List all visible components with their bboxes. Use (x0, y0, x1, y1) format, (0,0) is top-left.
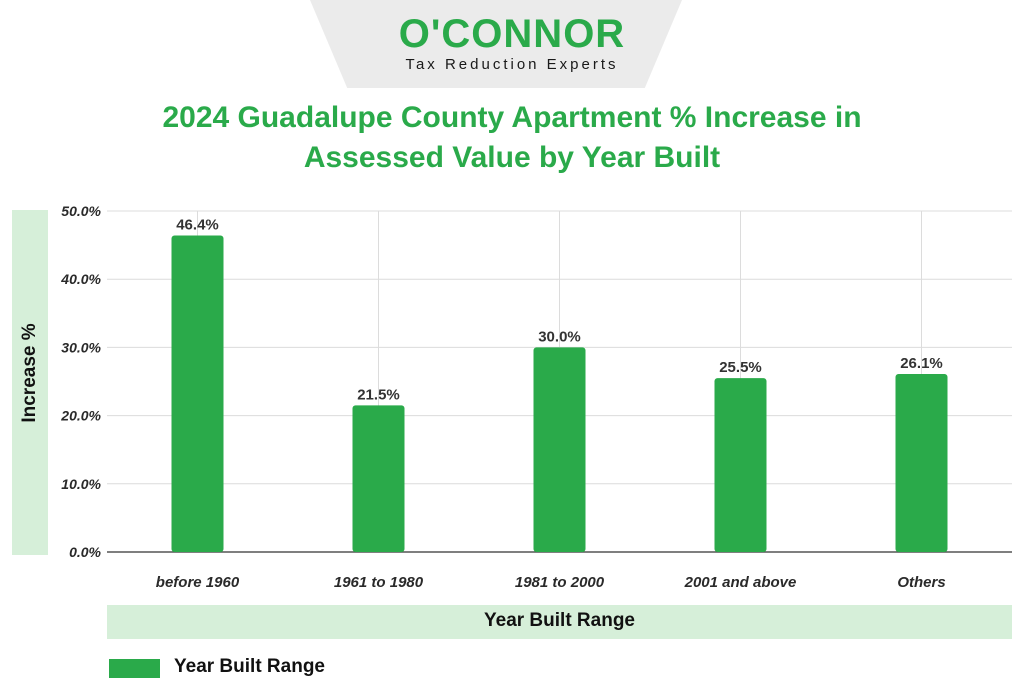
bar (533, 347, 586, 552)
data-label: 26.1% (900, 355, 943, 372)
x-tick-label: Others (897, 574, 945, 591)
y-tick-label: 10.0% (61, 476, 101, 492)
bar (171, 235, 224, 552)
y-tick-label: 30.0% (61, 339, 101, 355)
data-label: 46.4% (176, 217, 219, 234)
data-label: 25.5% (719, 359, 762, 376)
y-axis-label-band (12, 210, 48, 555)
y-tick-label: 40.0% (60, 271, 101, 287)
y-tick-label: 0.0% (69, 544, 101, 560)
x-tick-label: 1961 to 1980 (334, 574, 424, 591)
brand-logo: O'CONNOR (398, 12, 626, 56)
labels: 0.0% 10.0% 20.0% 30.0% 40.0% 50.0% 46.4% before… (60, 203, 945, 591)
x-tick-label: 2001 and above (684, 574, 797, 591)
bar (895, 373, 948, 552)
legend-swatch (109, 659, 160, 678)
legend-label: Year Built Range (174, 656, 325, 677)
x-axis-label: Year Built Range (484, 610, 635, 631)
bars (171, 235, 948, 552)
chart-title: 2024 Guadalupe County Apartment % Increa… (162, 101, 862, 174)
bar (714, 378, 767, 552)
x-tick-label: before 1960 (156, 574, 240, 591)
data-label: 30.0% (538, 328, 581, 345)
brand-tagline: Tax Reduction Experts (405, 56, 619, 73)
bar (352, 405, 405, 552)
x-axis-label-band (107, 605, 1012, 639)
y-tick-label: 50.0% (61, 203, 101, 219)
data-label: 21.5% (357, 386, 400, 403)
x-tick-label: 1981 to 2000 (515, 574, 605, 591)
y-tick-label: 20.0% (60, 408, 101, 424)
logo-banner (310, 0, 682, 88)
